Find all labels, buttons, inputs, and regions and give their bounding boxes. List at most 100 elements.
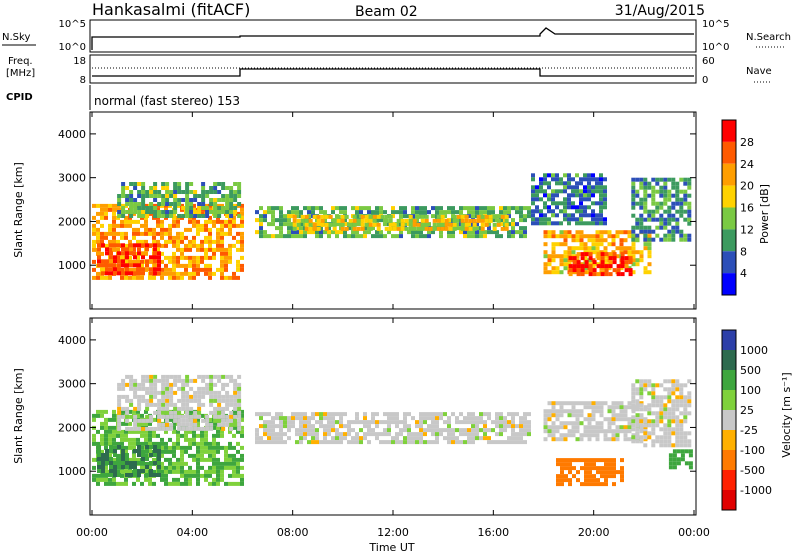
heatmap-cell	[396, 226, 401, 231]
heatmap-cell	[543, 417, 548, 422]
heatmap-cell	[452, 222, 457, 227]
heatmap-cell	[204, 239, 208, 244]
heatmap-cell	[145, 378, 150, 383]
heatmap-cell	[671, 443, 676, 448]
heatmap-cell	[128, 409, 132, 414]
heatmap-cell	[523, 420, 527, 425]
heatmap-cell	[141, 426, 146, 431]
heatmap-cell	[188, 263, 192, 268]
heatmap-cell	[559, 201, 563, 206]
heatmap-cell	[303, 234, 307, 239]
heatmap-cell	[132, 453, 136, 458]
heatmap-cell	[523, 440, 527, 445]
heatmap-cell	[584, 260, 589, 265]
heatmap-cell	[153, 410, 158, 415]
heatmap-cell	[647, 431, 652, 436]
heatmap-cell	[117, 267, 121, 272]
heatmap-cell	[655, 395, 660, 400]
heatmap-cell	[236, 429, 240, 434]
heatmap-cell	[169, 386, 174, 391]
heatmap-cell	[125, 418, 130, 423]
heatmap-cell	[567, 230, 572, 235]
heatmap-cell	[168, 465, 172, 470]
heatmap-cell	[205, 418, 210, 423]
heatmap-cell	[172, 477, 176, 482]
heatmap-cell	[387, 416, 391, 421]
heatmap-cell	[233, 210, 238, 214]
heatmap-cell	[97, 243, 101, 248]
heatmap-cell	[671, 217, 676, 222]
heatmap-cell	[113, 473, 117, 477]
heatmap-cell	[240, 473, 244, 478]
heatmap-cell	[132, 227, 136, 232]
heatmap-cell	[499, 210, 503, 215]
heatmap-cell	[587, 433, 592, 438]
heatmap-cell	[176, 243, 180, 248]
heatmap-cell	[623, 429, 628, 434]
heatmap-cell	[643, 379, 648, 384]
heatmap-cell	[212, 441, 216, 446]
heatmap-cell	[647, 237, 652, 242]
heatmap-cell	[496, 222, 501, 227]
heatmap-cell	[100, 235, 104, 240]
heatmap-cell	[663, 379, 668, 384]
heatmap-cell	[104, 409, 108, 414]
heatmap-cell	[157, 453, 161, 457]
heatmap-cell	[359, 210, 363, 215]
heatmap-cell	[161, 414, 166, 419]
heatmap-cell	[132, 275, 136, 280]
heatmap-cell	[153, 453, 157, 457]
heatmap-cell	[519, 218, 523, 223]
heatmap-cell	[319, 412, 323, 417]
heatmap-cell	[129, 182, 134, 186]
heatmap-cell	[295, 416, 299, 421]
heatmap-cell	[275, 234, 279, 239]
heatmap-cell	[675, 427, 680, 432]
heatmap-cell	[583, 266, 588, 271]
heatmap-cell	[467, 436, 471, 441]
heatmap-cell	[567, 197, 571, 202]
heatmap-cell	[492, 226, 497, 231]
heatmap-cell	[579, 437, 584, 442]
heatmap-cell	[347, 428, 351, 433]
heatmap-cell	[255, 440, 259, 445]
heatmap-cell	[232, 457, 236, 462]
colorbar-swatch	[722, 120, 736, 142]
heatmap-cell	[427, 424, 431, 429]
heatmap-cell	[184, 481, 188, 486]
heatmap-cell	[184, 473, 188, 478]
heatmap-cell	[120, 219, 124, 224]
heatmap-cell	[137, 394, 142, 399]
heatmap-cell	[599, 405, 604, 410]
heatmap-cell	[672, 461, 677, 466]
heatmap-cell	[459, 432, 463, 437]
heatmap-cell	[683, 217, 688, 222]
heatmap-cell	[359, 234, 363, 239]
heatmap-cell	[160, 267, 164, 272]
heatmap-cell	[363, 424, 367, 429]
heatmap-cell	[181, 406, 186, 411]
heatmap-cell	[221, 414, 226, 419]
heatmap-cell	[663, 407, 668, 412]
heatmap-cell	[168, 461, 172, 466]
heatmap-cell	[307, 230, 311, 235]
heatmap-cell	[212, 449, 216, 454]
heatmap-cell	[480, 222, 485, 227]
heatmap-cell	[113, 267, 117, 272]
heatmap-cell	[595, 242, 600, 247]
heatmap-cell	[92, 203, 96, 208]
heatmap-cell	[424, 214, 429, 219]
xtick-label: 20:00	[578, 526, 610, 539]
heatmap-cell	[395, 234, 399, 239]
heatmap-cell	[587, 417, 592, 422]
heatmap-cell	[120, 203, 124, 208]
heatmap-cell	[375, 206, 379, 211]
heatmap-cell	[208, 469, 212, 474]
heatmap-cell	[363, 416, 367, 421]
heatmap-cell	[355, 432, 359, 437]
heatmap-cell	[168, 271, 172, 276]
heatmap-cell	[587, 189, 591, 194]
heatmap-cell	[407, 432, 411, 437]
heatmap-cell	[128, 239, 132, 244]
heatmap-cell	[475, 234, 479, 239]
